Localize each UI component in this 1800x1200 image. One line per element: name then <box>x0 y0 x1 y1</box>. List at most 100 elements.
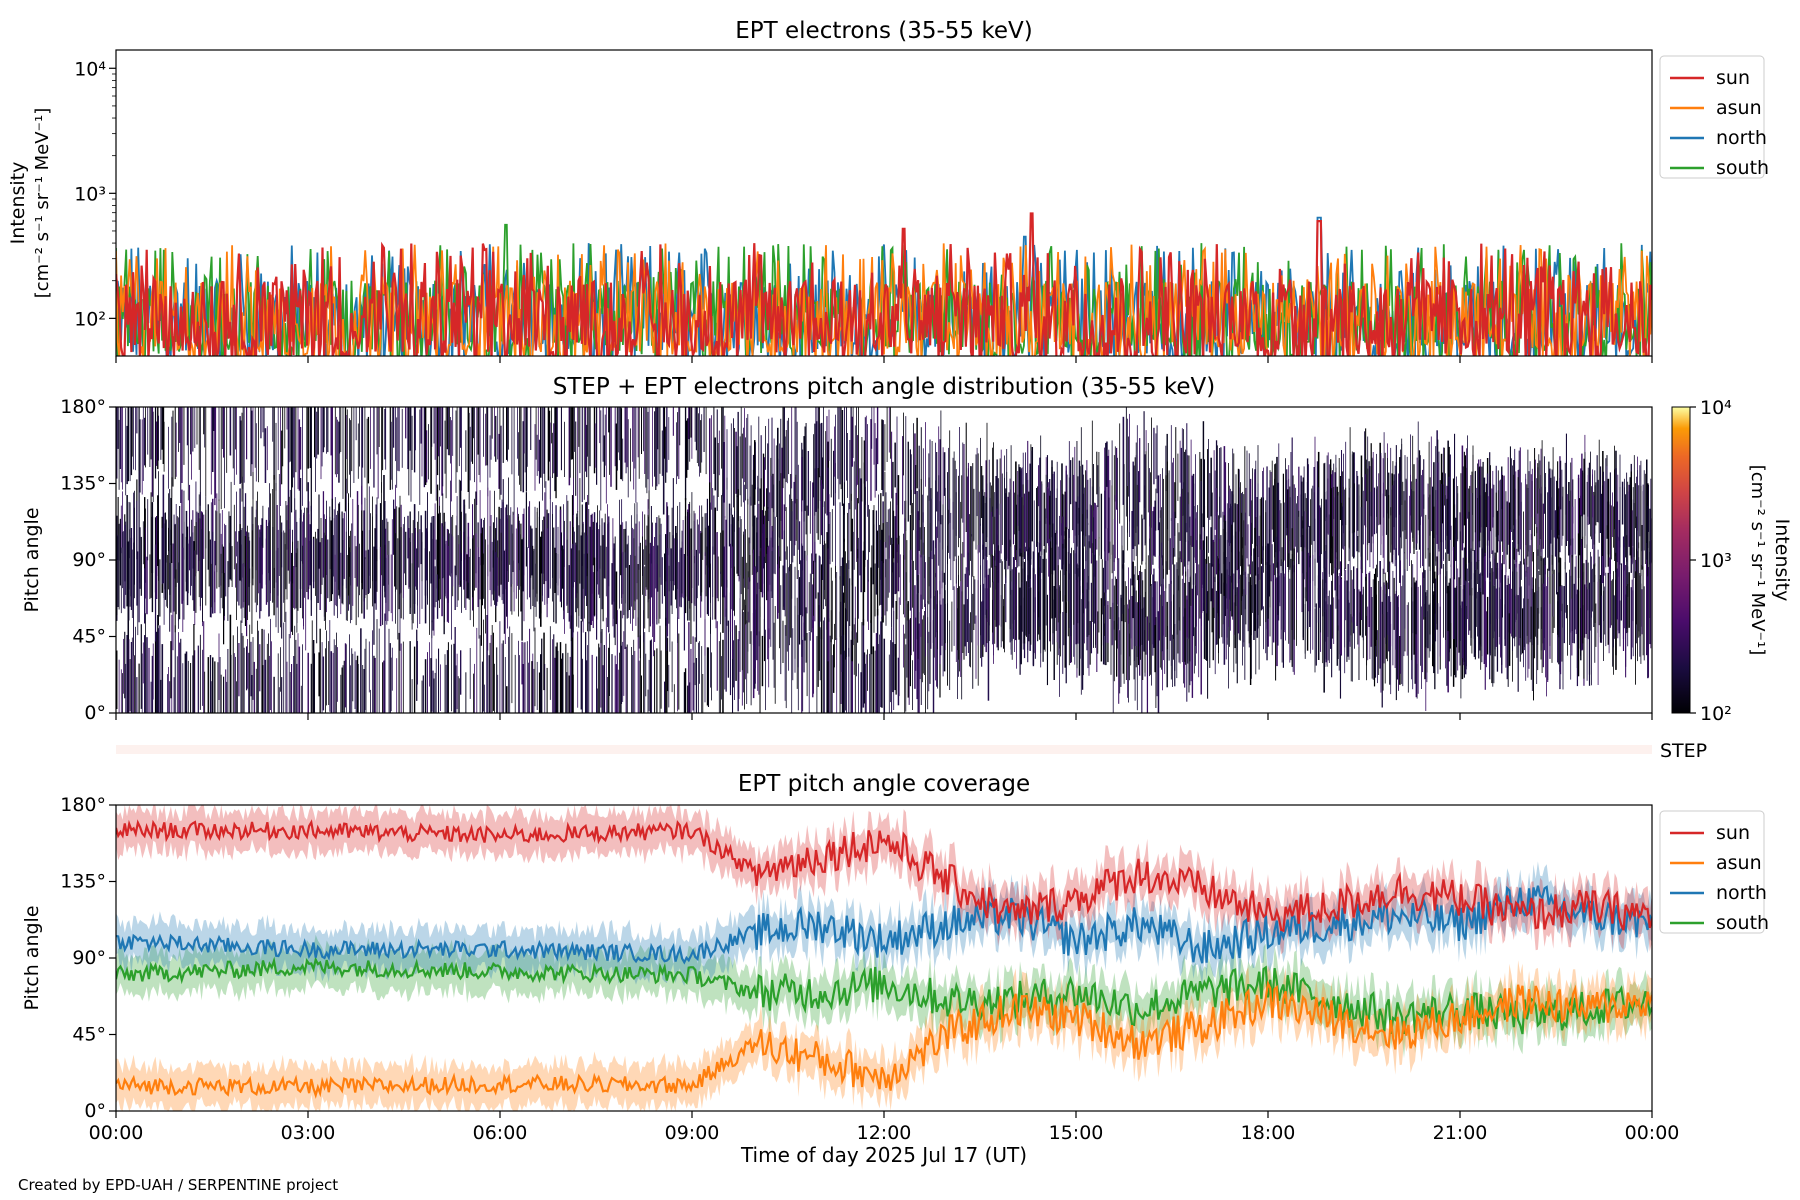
heat-cell <box>1599 466 1602 533</box>
heat-cell <box>518 516 519 617</box>
legend-label-asun: asun <box>1716 97 1762 119</box>
heat-cell <box>1591 556 1592 618</box>
heat-cell <box>907 441 909 522</box>
heat-cell <box>454 627 456 713</box>
heat-cell <box>1508 613 1511 666</box>
heat-cell <box>1050 541 1051 652</box>
heat-cell <box>566 495 568 605</box>
heat-cell <box>927 495 929 603</box>
heat-cell <box>1118 558 1120 630</box>
heat-cell <box>178 562 179 629</box>
heat-cell <box>242 407 244 489</box>
heat-cell <box>1267 543 1269 619</box>
heat-cell <box>1613 506 1614 548</box>
heat-cell <box>1083 559 1084 676</box>
heat-cell <box>823 544 824 610</box>
heat-cell <box>342 518 344 586</box>
heat-cell <box>376 549 378 592</box>
heat-cell <box>850 493 852 552</box>
heat-cell <box>498 433 500 489</box>
heat-cell <box>628 565 631 610</box>
heat-cell <box>687 418 689 470</box>
heat-cell <box>1479 466 1481 541</box>
heat-cell <box>1138 575 1140 666</box>
heat-cell <box>683 672 686 713</box>
heat-cell <box>168 493 169 552</box>
heat-cell <box>817 468 819 540</box>
heat-cell <box>720 532 721 574</box>
heat-cell <box>880 539 882 605</box>
heat-cell <box>1211 492 1213 567</box>
heat-cell <box>168 527 169 590</box>
heat-cell <box>247 525 248 620</box>
heat-cell <box>820 564 823 640</box>
heat-cell <box>1276 577 1278 667</box>
heat-cell <box>1000 449 1002 554</box>
heat-cell <box>1191 475 1194 547</box>
heat-cell <box>884 424 886 471</box>
heat-cell <box>277 653 279 713</box>
heat-cell <box>588 621 590 713</box>
heat-cell <box>937 590 938 650</box>
heat-cell <box>1461 601 1464 658</box>
heat-cell <box>571 628 574 713</box>
heat-cell <box>1310 557 1311 654</box>
heat-cell <box>579 407 581 474</box>
heat-cell <box>565 643 567 713</box>
heat-cell <box>839 576 841 637</box>
heat-cell <box>208 531 210 587</box>
heat-cell <box>1157 475 1160 531</box>
heat-cell <box>172 410 174 487</box>
heat-cell <box>849 578 851 626</box>
heat-cell <box>1154 500 1156 557</box>
heat-cell <box>241 412 243 502</box>
heat-cell <box>1326 455 1328 518</box>
heat-cell <box>952 501 954 590</box>
heat-cell <box>1610 505 1612 560</box>
heat-cell <box>888 654 890 713</box>
heat-cell <box>322 491 325 578</box>
heat-cell <box>492 632 494 711</box>
heat-cell <box>264 428 267 483</box>
heat-cell <box>1189 516 1191 618</box>
heat-cell <box>1447 594 1449 693</box>
heat-cell <box>574 407 575 452</box>
heat-cell <box>513 407 515 515</box>
heat-cell <box>1385 593 1387 644</box>
heat-cell <box>1377 630 1378 684</box>
heat-cell <box>1100 493 1103 560</box>
heat-cell <box>378 628 380 713</box>
heat-cell <box>321 538 323 585</box>
heat-cell <box>223 676 225 713</box>
heat-cell <box>1134 457 1136 547</box>
heat-cell <box>1583 458 1585 515</box>
heat-cell <box>1624 543 1625 629</box>
heat-cell <box>964 573 966 647</box>
heat-cell <box>489 642 491 713</box>
heat-cell <box>178 407 179 452</box>
heat-cell <box>1420 515 1421 568</box>
heat-cell <box>1514 595 1516 647</box>
heat-cell <box>597 688 598 713</box>
heat-cell <box>1143 411 1145 520</box>
heat-cell <box>220 407 222 510</box>
heat-cell <box>1588 582 1591 675</box>
heat-cell <box>1186 595 1188 638</box>
heat-cell <box>1636 548 1637 625</box>
heat-cell <box>460 530 462 581</box>
legend-frame <box>1659 810 1765 934</box>
heat-cell <box>281 532 283 639</box>
heat-cell <box>1567 494 1568 541</box>
coverage-series-asun <box>116 980 1652 1099</box>
heat-cell <box>1107 455 1109 561</box>
heat-cell <box>1015 567 1017 641</box>
heat-cell <box>1129 472 1130 537</box>
heat-cell <box>543 632 545 691</box>
heat-cell <box>919 527 921 574</box>
heat-cell <box>1444 447 1445 506</box>
heat-cell <box>529 501 531 598</box>
heat-cell <box>1626 472 1628 562</box>
heat-cell <box>834 426 835 477</box>
heat-cell <box>326 630 327 706</box>
heat-cell <box>164 512 166 590</box>
